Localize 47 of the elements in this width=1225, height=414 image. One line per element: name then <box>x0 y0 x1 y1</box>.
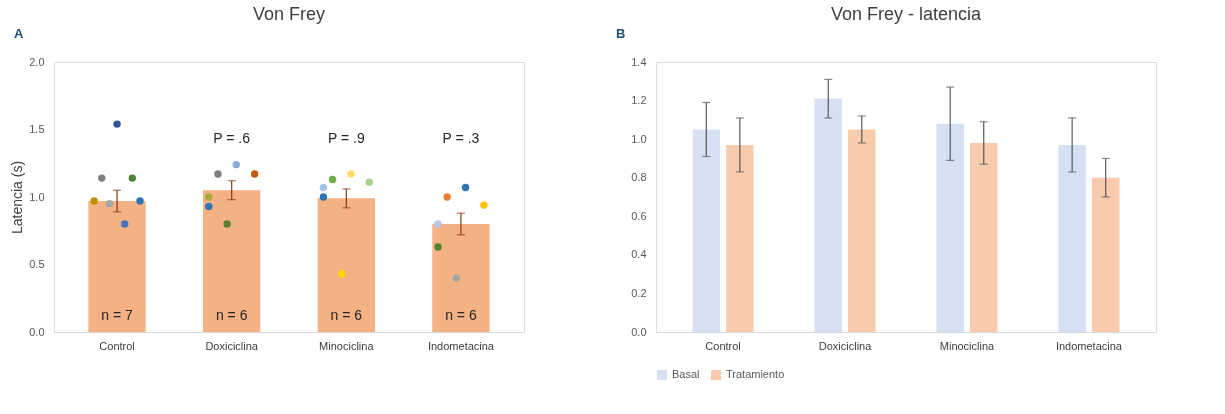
x-tick-label: Indometacina <box>1055 339 1123 352</box>
y-tick-label: 0.6 <box>631 209 647 222</box>
bar <box>203 190 261 332</box>
bar <box>1058 144 1086 332</box>
annotation: n = 6 <box>445 306 477 323</box>
bar <box>726 144 754 332</box>
annotation: n = 7 <box>101 306 134 323</box>
bar <box>848 129 876 332</box>
x-tick-label: Control <box>99 339 135 352</box>
annotation: P = .9 <box>327 129 365 146</box>
annotation: n = 6 <box>215 306 248 323</box>
y-tick-label: 1.0 <box>29 190 45 203</box>
text: B <box>616 26 626 41</box>
annotation: n = 6 <box>330 306 363 323</box>
annotation: P = .3 <box>442 129 480 146</box>
y-tick-label: 0.4 <box>631 248 647 261</box>
bar <box>88 201 146 332</box>
y-tick-label: 1.4 <box>631 55 647 68</box>
chart-title: Von Frey <box>252 4 326 24</box>
y-tick-label: 0.5 <box>29 258 45 270</box>
y-axis-title: Latencia (s) <box>9 160 26 235</box>
y-tick-label: 2.0 <box>29 55 45 68</box>
legend-label: Tratamiento <box>726 368 785 380</box>
x-tick-label: Doxiciclina <box>205 339 259 352</box>
bar <box>317 198 375 332</box>
bar <box>432 224 490 332</box>
y-tick-label: 1.5 <box>29 123 45 135</box>
y-tick-label: 1.0 <box>631 132 647 145</box>
x-tick-label: Indometacina <box>427 339 495 352</box>
x-tick-label: Control <box>705 339 741 352</box>
x-tick-label: Doxiciclina <box>818 339 873 352</box>
y-tick-label: 1.2 <box>631 94 647 107</box>
y-tick-label: 0.8 <box>631 171 647 184</box>
annotation: P = .6 <box>213 129 251 146</box>
bar <box>970 143 998 332</box>
text: A <box>14 26 24 41</box>
y-tick-label: 0.2 <box>631 286 647 299</box>
bar <box>936 123 964 332</box>
bar <box>692 129 721 332</box>
x-tick-label: Minociclina <box>319 339 375 352</box>
chart-title: Von Frey - latencia <box>830 4 983 24</box>
y-tick-label: 0.0 <box>631 325 647 338</box>
bar <box>814 98 842 332</box>
y-tick-label: 0.0 <box>29 325 45 338</box>
legend-label: Basal <box>672 368 700 380</box>
bar <box>1091 177 1120 332</box>
x-tick-label: Minociclina <box>939 339 996 352</box>
